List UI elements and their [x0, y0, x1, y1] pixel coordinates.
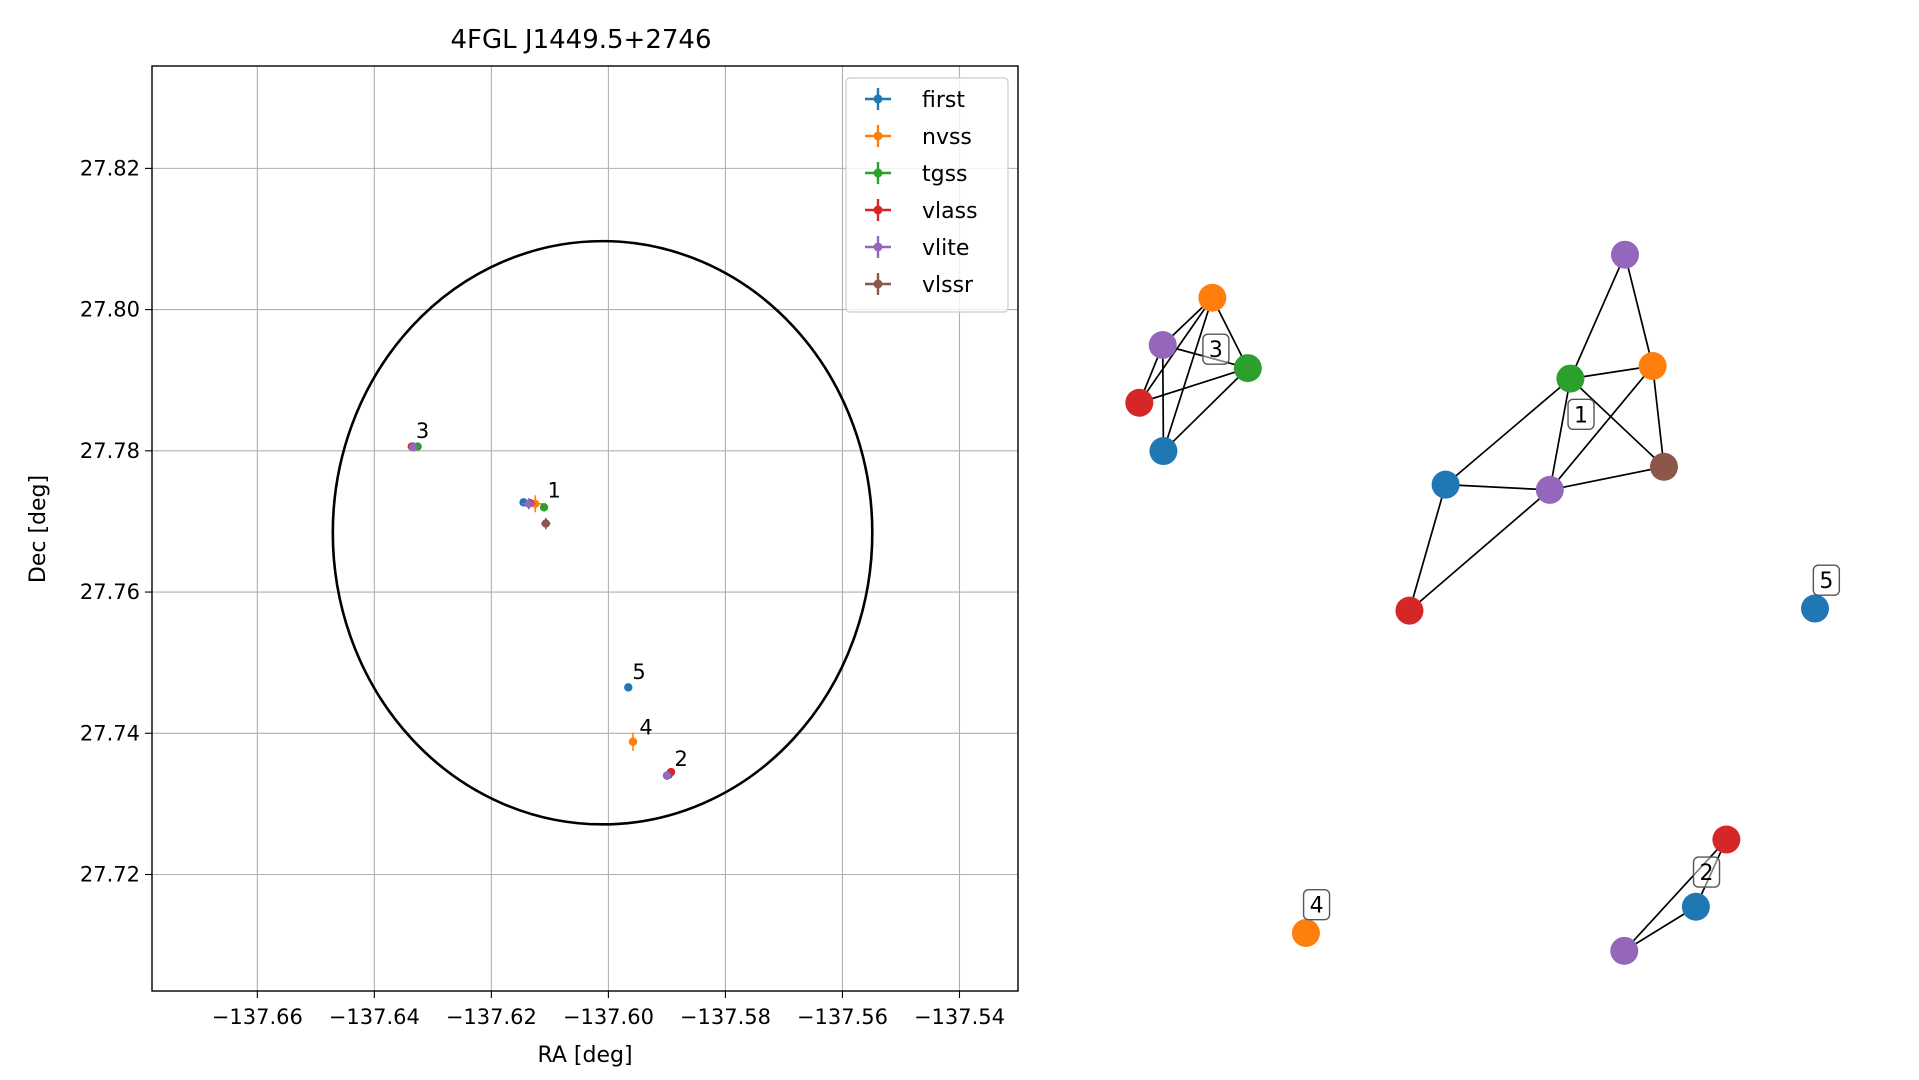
graph-edge [1569, 377, 1665, 468]
graph-edge [1162, 367, 1249, 452]
y-axis-label: Dec [deg] [26, 475, 51, 583]
group-label-box [1692, 856, 1721, 888]
graph-node [1610, 240, 1639, 269]
data-point [628, 737, 638, 746]
group-label: 4 [1310, 894, 1324, 919]
graph-edge [1445, 377, 1571, 486]
data-point [541, 519, 550, 528]
graph-edge [1549, 465, 1665, 491]
legend-marker [873, 242, 883, 252]
graph-edge [1569, 254, 1626, 379]
group-label: 1 [1574, 403, 1588, 428]
legend-entry-label: vlite [922, 236, 969, 261]
graph-node [1681, 892, 1710, 921]
graph-node [1649, 452, 1678, 481]
y-tick-label: 27.80 [80, 298, 140, 322]
legend-marker [873, 94, 883, 104]
group-label-box [1567, 398, 1595, 430]
x-tick-label: −137.58 [680, 1005, 771, 1029]
y-tick-label: 27.82 [80, 156, 140, 180]
group-label: 2 [1700, 861, 1714, 886]
graph-edge [1139, 367, 1249, 404]
legend-marker [873, 168, 883, 178]
y-tick-label: 27.76 [80, 580, 140, 604]
graph-edge [1548, 378, 1572, 491]
legend-marker [873, 205, 883, 215]
point-annotation: 3 [416, 419, 429, 443]
group-label-box [1202, 333, 1230, 365]
chart-title: 4FGL J1449.5+2746 [451, 25, 712, 55]
annotation-layer: 1 2 3 4 5 [416, 419, 688, 771]
graph-edge [1162, 297, 1214, 452]
legend-entry-label: vlass [922, 199, 978, 224]
point-annotation: 5 [632, 660, 645, 684]
node-label-layer: 1 2 3 4 5 [1202, 333, 1841, 921]
graph-node [1148, 331, 1177, 359]
legend-entry-label: first [922, 88, 965, 113]
graph-node [1395, 596, 1424, 625]
x-tick-label: −137.60 [563, 1005, 654, 1029]
graph-node [1291, 919, 1320, 947]
graph-edge [1623, 906, 1697, 952]
edge-layer [1138, 254, 1728, 952]
points-layer [407, 442, 676, 780]
group-label: 5 [1819, 569, 1833, 594]
x-tick-label: −137.64 [329, 1005, 420, 1029]
graph-node [1610, 936, 1639, 965]
graph-node [1712, 825, 1741, 854]
plot-frame [151, 65, 1019, 992]
y-tick-label: 27.72 [80, 862, 140, 886]
point-annotation: 1 [548, 478, 561, 502]
graph-edge [1138, 297, 1214, 404]
group-label-box [1302, 888, 1331, 921]
group-label-box [1812, 564, 1841, 596]
data-point [539, 503, 549, 512]
graph-edge [1408, 484, 1447, 611]
network-panel: 1 2 3 4 5 [1125, 240, 1841, 965]
data-point [624, 683, 633, 692]
y-tick-label: 27.78 [80, 439, 140, 463]
x-tick-label: −137.62 [446, 1005, 537, 1029]
graph-edge [1445, 483, 1550, 491]
node-layer [1125, 240, 1829, 965]
graph-edge [1651, 365, 1665, 467]
graph-node [1535, 475, 1564, 504]
data-point [662, 771, 672, 780]
legend-entry-label: nvss [922, 125, 972, 150]
graph-node [1149, 437, 1178, 466]
point-annotation: 4 [639, 716, 652, 740]
graph-edge [1161, 344, 1165, 452]
ellipse-layer [331, 239, 874, 826]
graph-edge [1549, 365, 1654, 491]
legend-entry-label: tgss [922, 162, 968, 187]
graph-edge [1623, 838, 1728, 952]
legend-marker [873, 279, 883, 289]
data-point [524, 499, 534, 508]
x-tick-label: −137.54 [914, 1005, 1005, 1029]
legend-entry-label: vlssr [922, 273, 974, 298]
group-label: 3 [1209, 338, 1223, 363]
error-ellipse [331, 239, 874, 826]
y-tick-label: 27.74 [80, 721, 140, 745]
graph-node [1638, 352, 1667, 380]
data-point [408, 443, 418, 452]
graph-edge [1624, 254, 1654, 367]
x-tick-label: −137.56 [797, 1005, 888, 1029]
tick-layer: −137.66 −137.64 −137.62 −137.60 −137.58 −137.… [80, 156, 1005, 1029]
graph-node [1198, 283, 1227, 312]
graph-node [1233, 354, 1262, 383]
graph-node [1431, 470, 1460, 499]
legend-marker [873, 131, 883, 141]
legend: first nvss tgss vlass vlite vlssr [845, 77, 1009, 313]
x-axis-label: RA [deg] [537, 1043, 632, 1068]
graph-node [1801, 594, 1829, 623]
x-tick-label: −137.66 [212, 1005, 303, 1029]
point-annotation: 2 [675, 747, 688, 771]
graph-node [1125, 388, 1154, 417]
graph-edge [1408, 489, 1551, 612]
graph-node [1556, 364, 1585, 393]
